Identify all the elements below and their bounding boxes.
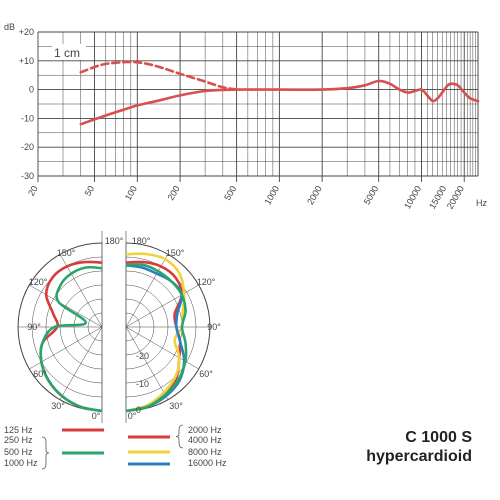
polar-curve [125,263,188,413]
legend-label: 1000 Hz [4,458,38,468]
polar-curve [39,265,103,413]
legend-label: 8000 Hz [188,447,222,457]
annotation-label: 1 cm [54,46,80,60]
radial-label: -10 [136,379,149,389]
legend-label: 2000 Hz [188,425,222,435]
frequency-response-curves [79,60,480,126]
annotation-background [52,44,86,60]
y-tick-label: -30 [21,171,34,181]
y-tick-label: -20 [21,142,34,152]
polar-spoke [59,326,103,400]
legend-label: 4000 Hz [188,435,222,445]
legend-label: 16000 Hz [188,458,227,468]
y-tick-label: +20 [19,27,34,37]
x-tick-label: 1000 [262,184,281,206]
polar-pattern-curves [39,252,188,413]
angle-label: 30° [51,401,65,411]
x-unit-label: Hz [476,198,487,208]
angle-label: 90° [27,322,41,332]
angle-label: 180° [132,236,151,246]
y-tick-label: +10 [19,56,34,66]
x-tick-label: 20 [26,184,40,198]
angle-label: 60° [33,369,47,379]
polar-pattern-labels: 180° 180° 150° 150° 120° 120° 90° 90° 60° 60° 30° 3… [27,236,221,421]
x-tick-label: 5000 [362,184,381,206]
frequency-curve [79,79,480,126]
angle-label: 150° [166,248,185,258]
x-tick-label: 20000 [445,184,466,211]
polar-curve [125,264,186,413]
polar-spoke [29,284,103,328]
legend-label: 125 Hz [4,425,33,435]
polar-pattern-grid [17,231,211,423]
x-tick-label: 100 [123,184,139,202]
y-tick-label: 0 [29,85,34,95]
polar-spoke [125,284,199,328]
angle-label: 150° [57,248,76,258]
x-tick-label: 2000 [305,184,324,206]
product-pattern: hypercardioid [366,448,472,465]
angle-label: 180° [105,236,124,246]
radial-label: -20 [136,351,149,361]
legend-label: 500 Hz [4,447,33,457]
x-tick-label: 500 [222,184,238,202]
frequency-curve-dashed [79,60,238,91]
angle-label: 120° [197,277,216,287]
angle-label: 30° [169,401,183,411]
product-model: C 1000 S [405,429,472,446]
angle-label: 0° [92,411,101,421]
angle-label: 0° [128,411,137,421]
polar-spoke [125,326,169,400]
polar-spoke [125,326,199,370]
x-tick-label: 50 [83,184,97,198]
x-tick-label: 10000 [402,184,423,211]
frequency-response-grid [37,31,479,182]
legend-label: 250 Hz [4,435,33,445]
angle-label: 120° [29,277,48,287]
radial-label: 0 [136,405,141,415]
legend-brace [41,436,50,470]
polar-curve [39,260,103,413]
product-label: C 1000 S hypercardioid [366,428,472,466]
legend-brace [175,424,184,449]
y-unit-label: dB [4,22,15,32]
y-tick-label: -10 [21,113,34,123]
angle-label: 60° [199,369,213,379]
angle-label: 90° [207,322,221,332]
x-tick-label: 200 [166,184,182,202]
